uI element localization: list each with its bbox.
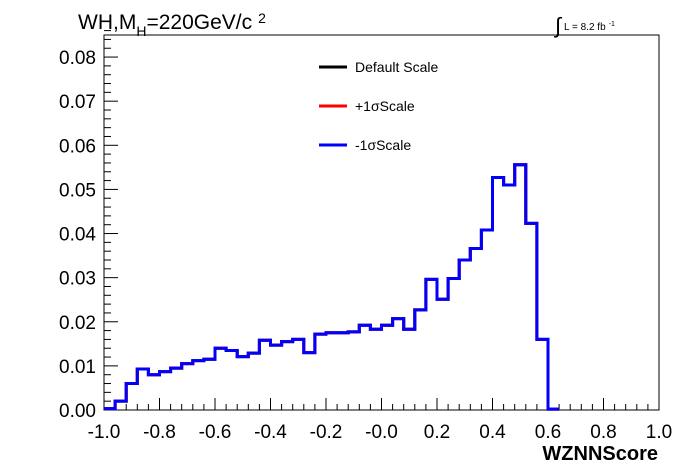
x-tick-label: -1.0: [88, 422, 121, 443]
x-tick-label: 0.8: [590, 422, 616, 443]
x-tick-label: 0.6: [535, 422, 561, 443]
x-tick-label: -0.6: [199, 422, 232, 443]
x-tick-label: -0.0: [365, 422, 398, 443]
y-tick-label: 0.02: [59, 313, 96, 334]
chart-title-subscript: H: [136, 23, 146, 39]
x-tick-label: 1.0: [646, 422, 672, 443]
y-tick-label: 0.08: [59, 48, 96, 69]
legend-label-1: +1σScale: [355, 98, 415, 114]
y-tick-label: 0.03: [59, 269, 96, 290]
luminosity-text: L = 8.2 fb: [564, 22, 606, 33]
luminosity-superscript: -1: [609, 21, 615, 28]
legend-label-2: -1σScale: [355, 137, 411, 153]
chart: WH,MH=220GeV/c 2 ∫ L = 8.2 fb -1 -1.0 -0.8 -0…: [0, 0, 696, 472]
y-tick-label: 0.01: [59, 357, 96, 378]
x-tick-label: -0.8: [143, 422, 176, 443]
y-tick-label: 0.06: [59, 136, 96, 157]
x-axis-label: WZNNScore: [542, 443, 658, 465]
x-tick-label: -0.2: [310, 422, 343, 443]
chart-title-rest: =220GeV/c: [146, 11, 252, 34]
x-tick-label: 0.4: [479, 422, 506, 443]
x-tick-label: 0.2: [424, 422, 450, 443]
y-tick-label: 0.04: [59, 225, 96, 246]
y-tick-label: 0.07: [59, 92, 96, 113]
chart-title-superscript: 2: [258, 10, 266, 26]
y-tick-label: 0.05: [59, 180, 96, 201]
legend-label-0: Default Scale: [355, 59, 438, 75]
x-tick-label: -0.4: [254, 422, 287, 443]
y-tick-label: 0.00: [59, 401, 96, 422]
